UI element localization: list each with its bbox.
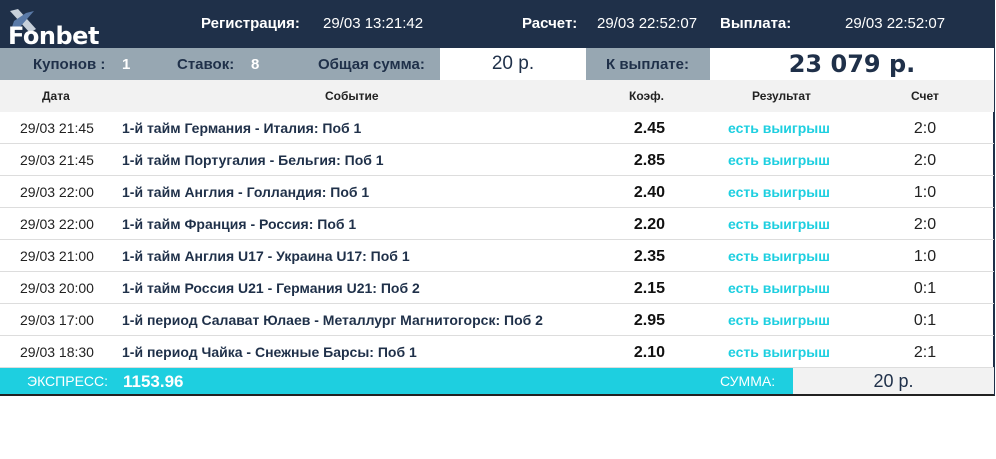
row-score: 2:1 <box>913 344 937 361</box>
row-date: 29/03 18:30 <box>20 344 94 360</box>
table-row: 29/03 18:30 1-й период Чайка - Снежные Б… <box>0 336 994 368</box>
row-date: 29/03 20:00 <box>20 280 94 296</box>
bets-count: 8 <box>251 56 260 73</box>
sum-label: СУММА: <box>720 373 776 389</box>
column-result: Результат <box>752 89 811 103</box>
row-result: есть выигрыш <box>728 248 830 264</box>
calculation-label: Расчет: <box>522 15 578 32</box>
bet-coupon: Fonbet Регистрация: 29/03 13:21:42 Расче… <box>0 0 995 396</box>
footer-bar: ЭКСПРЕСС: 1153.96 СУММА: 20 р. <box>0 368 994 394</box>
logo-text: Fonbet <box>8 22 99 50</box>
row-score: 0:1 <box>913 280 937 297</box>
row-coef: 2.95 <box>633 312 665 329</box>
column-score: Счет <box>911 89 939 103</box>
row-result: есть выигрыш <box>728 312 830 328</box>
row-result: есть выигрыш <box>728 184 830 200</box>
fonbet-logo-icon <box>10 9 36 33</box>
header-bar: Fonbet Регистрация: 29/03 13:21:42 Расче… <box>0 0 994 50</box>
row-event: 1-й тайм Германия - Италия: Поб 1 <box>122 120 362 136</box>
registration-value: 29/03 13:21:42 <box>323 15 424 32</box>
row-date: 29/03 22:00 <box>20 216 94 232</box>
payout-date-value: 29/03 22:52:07 <box>845 15 946 32</box>
logo: Fonbet <box>8 7 99 50</box>
table-row: 29/03 20:00 1-й тайм Россия U21 - Герман… <box>0 272 994 304</box>
payout-label: К выплате: <box>606 56 689 73</box>
table-row: 29/03 22:00 1-й тайм Франция - Россия: П… <box>0 208 994 240</box>
payout-amount: 23 079 р. <box>710 48 994 80</box>
row-date: 29/03 22:00 <box>20 184 94 200</box>
row-result: есть выигрыш <box>728 152 830 168</box>
total-label: Общая сумма: <box>318 56 425 73</box>
summary-bar: Купонов : 1 Ставок: 8 Общая сумма: 20 р.… <box>0 48 994 80</box>
row-score: 2:0 <box>913 120 937 137</box>
coupons-count: 1 <box>122 56 131 73</box>
row-coef: 2.10 <box>633 344 665 361</box>
row-date: 29/03 21:45 <box>20 152 94 168</box>
row-score: 2:0 <box>913 216 937 233</box>
row-event: 1-й тайм Россия U21 - Германия U21: Поб … <box>122 280 420 296</box>
row-coef: 2.40 <box>633 184 665 201</box>
column-date: Дата <box>42 89 70 103</box>
row-coef: 2.45 <box>633 120 665 137</box>
row-score: 1:0 <box>913 184 937 201</box>
coupons-label: Купонов : <box>33 56 106 73</box>
table-row: 29/03 21:00 1-й тайм Англия U17 - Украин… <box>0 240 994 272</box>
row-score: 2:0 <box>913 152 937 169</box>
express-value: 1153.96 <box>123 372 184 391</box>
table-row: 29/03 21:45 1-й тайм Португалия - Бельги… <box>0 144 994 176</box>
total-amount: 20 р. <box>440 48 586 80</box>
express-label: ЭКСПРЕСС: <box>27 373 109 389</box>
table-header: Дата Событие Коэф. Результат Счет <box>0 80 994 112</box>
bets-label: Ставок: <box>177 56 235 73</box>
row-result: есть выигрыш <box>728 344 830 360</box>
row-score: 1:0 <box>913 248 937 265</box>
row-event: 1-й тайм Англия - Голландия: Поб 1 <box>122 184 370 200</box>
row-coef: 2.35 <box>633 248 665 265</box>
row-date: 29/03 17:00 <box>20 312 94 328</box>
row-score: 0:1 <box>913 312 937 329</box>
column-event: Событие <box>325 89 379 103</box>
row-event: 1-й тайм Португалия - Бельгия: Поб 1 <box>122 152 384 168</box>
row-date: 29/03 21:00 <box>20 248 94 264</box>
row-result: есть выигрыш <box>728 120 830 136</box>
row-result: есть выигрыш <box>728 216 830 232</box>
column-coef: Коэф. <box>629 89 664 103</box>
calculation-value: 29/03 22:52:07 <box>597 15 698 32</box>
row-date: 29/03 21:45 <box>20 120 94 136</box>
table-row: 29/03 21:45 1-й тайм Германия - Италия: … <box>0 112 994 144</box>
row-coef: 2.85 <box>633 152 665 169</box>
row-event: 1-й период Чайка - Снежные Барсы: Поб 1 <box>122 344 417 360</box>
row-event: 1-й тайм Франция - Россия: Поб 1 <box>122 216 357 232</box>
row-coef: 2.20 <box>633 216 665 233</box>
registration-label: Регистрация: <box>201 15 300 32</box>
table-row: 29/03 17:00 1-й период Салават Юлаев - М… <box>0 304 994 336</box>
row-coef: 2.15 <box>633 280 665 297</box>
row-event: 1-й тайм Англия U17 - Украина U17: Поб 1 <box>122 248 410 264</box>
table-row: 29/03 22:00 1-й тайм Англия - Голландия:… <box>0 176 994 208</box>
payout-date-label: Выплата: <box>720 15 792 32</box>
sum-value: 20 р. <box>793 368 994 394</box>
row-event: 1-й период Салават Юлаев - Металлург Маг… <box>122 312 543 328</box>
row-result: есть выигрыш <box>728 280 830 296</box>
